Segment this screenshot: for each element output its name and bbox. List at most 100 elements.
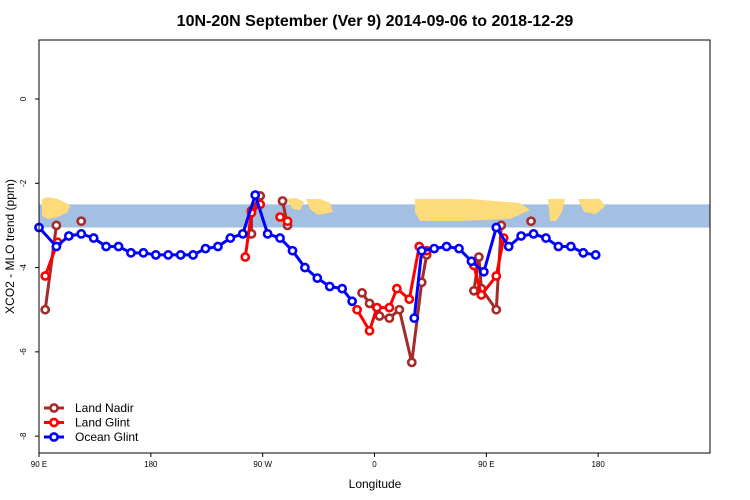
data-point — [364, 298, 375, 309]
data-point — [225, 233, 236, 243]
y-tick-label: -6 — [19, 348, 28, 356]
x-tick-label: 180 — [591, 460, 605, 469]
data-point — [312, 273, 323, 284]
data-point — [200, 243, 211, 254]
y-tick-label: -2 — [19, 179, 28, 187]
data-point — [476, 290, 487, 300]
data-point — [429, 243, 440, 254]
data-point — [282, 216, 293, 227]
data-point — [391, 283, 402, 294]
x-tick-label: 90 E — [31, 460, 47, 469]
legend-marker — [49, 432, 59, 442]
data-point — [406, 357, 417, 368]
data-point — [262, 228, 273, 239]
data-point — [51, 241, 62, 252]
plot-frame — [38, 39, 711, 454]
data-point — [40, 304, 51, 315]
data-point — [51, 220, 62, 231]
data-point — [491, 271, 502, 281]
series-line — [472, 237, 506, 297]
series-line — [412, 226, 596, 319]
data-point — [324, 281, 335, 292]
data-point — [478, 266, 489, 277]
data-point — [300, 262, 310, 273]
data-point — [188, 250, 198, 260]
map-land-shape — [415, 199, 530, 221]
data-point — [163, 250, 174, 260]
y-axis-label: XCO2 - MLO trend (ppm) — [3, 179, 17, 314]
data-point — [364, 325, 375, 336]
legend-marker — [49, 403, 59, 413]
data-point — [526, 216, 536, 227]
data-point — [347, 296, 358, 307]
series-group — [34, 190, 601, 368]
x-tick-label: 0 — [372, 460, 377, 469]
data-point — [394, 304, 405, 315]
y-tick-label: 0 — [19, 96, 28, 101]
data-point — [175, 250, 186, 260]
data-point — [277, 196, 288, 206]
data-point — [138, 247, 149, 258]
map-land-shape — [306, 199, 333, 215]
data-point — [63, 231, 74, 241]
data-point — [384, 302, 395, 313]
data-point — [553, 241, 564, 252]
data-point — [503, 241, 514, 252]
data-point — [275, 233, 285, 243]
data-point — [491, 222, 502, 233]
data-point — [76, 228, 87, 239]
map-ocean-band — [39, 204, 710, 228]
data-point — [237, 228, 248, 239]
x-axis-label: Longitude — [349, 477, 402, 491]
data-point — [337, 283, 348, 294]
data-point — [275, 212, 285, 222]
data-point — [578, 247, 589, 258]
background-map — [39, 197, 710, 228]
legend-label: Land Glint — [75, 416, 130, 430]
legend-label: Land Nadir — [75, 401, 134, 415]
data-point — [76, 216, 87, 227]
data-point — [126, 247, 136, 258]
data-point — [287, 245, 298, 256]
data-point — [404, 294, 415, 305]
data-point — [213, 241, 223, 252]
series-line — [360, 254, 429, 364]
data-point — [541, 233, 551, 243]
map-land-shape — [42, 197, 70, 219]
data-point — [352, 304, 363, 315]
axes: 90 E 180 90 W 0 90 E 180 0 -2 -4 -6 -8 — [19, 96, 605, 469]
data-point — [357, 287, 367, 298]
x-tick-label: 90 E — [478, 460, 494, 469]
map-land-shape — [578, 199, 605, 214]
data-point — [466, 256, 477, 267]
data-point — [416, 245, 427, 256]
data-point — [88, 233, 99, 243]
map-land-shape — [286, 198, 304, 210]
data-point — [565, 241, 576, 252]
chart-title: 10N-20N September (Ver 9) 2014-09-06 to … — [177, 13, 574, 30]
data-point — [528, 228, 539, 239]
data-point — [590, 250, 601, 260]
data-point — [469, 285, 479, 296]
data-point — [113, 241, 124, 252]
data-point — [473, 252, 484, 262]
data-point — [516, 231, 527, 241]
x-tick-label: 90 W — [253, 460, 272, 469]
data-point — [491, 304, 502, 315]
data-point — [40, 271, 51, 281]
x-tick-label: 180 — [144, 460, 158, 469]
data-point — [101, 241, 111, 252]
data-point — [454, 243, 464, 254]
data-point — [150, 250, 161, 260]
data-point — [240, 252, 251, 262]
y-tick-label: -4 — [19, 263, 28, 271]
data-point — [374, 311, 385, 321]
legend-marker — [49, 417, 59, 428]
y-tick-label: -8 — [19, 432, 28, 440]
map-land-shape — [548, 199, 565, 221]
data-point — [441, 241, 452, 252]
series-ocean-glint — [34, 190, 601, 324]
data-point — [409, 313, 420, 324]
